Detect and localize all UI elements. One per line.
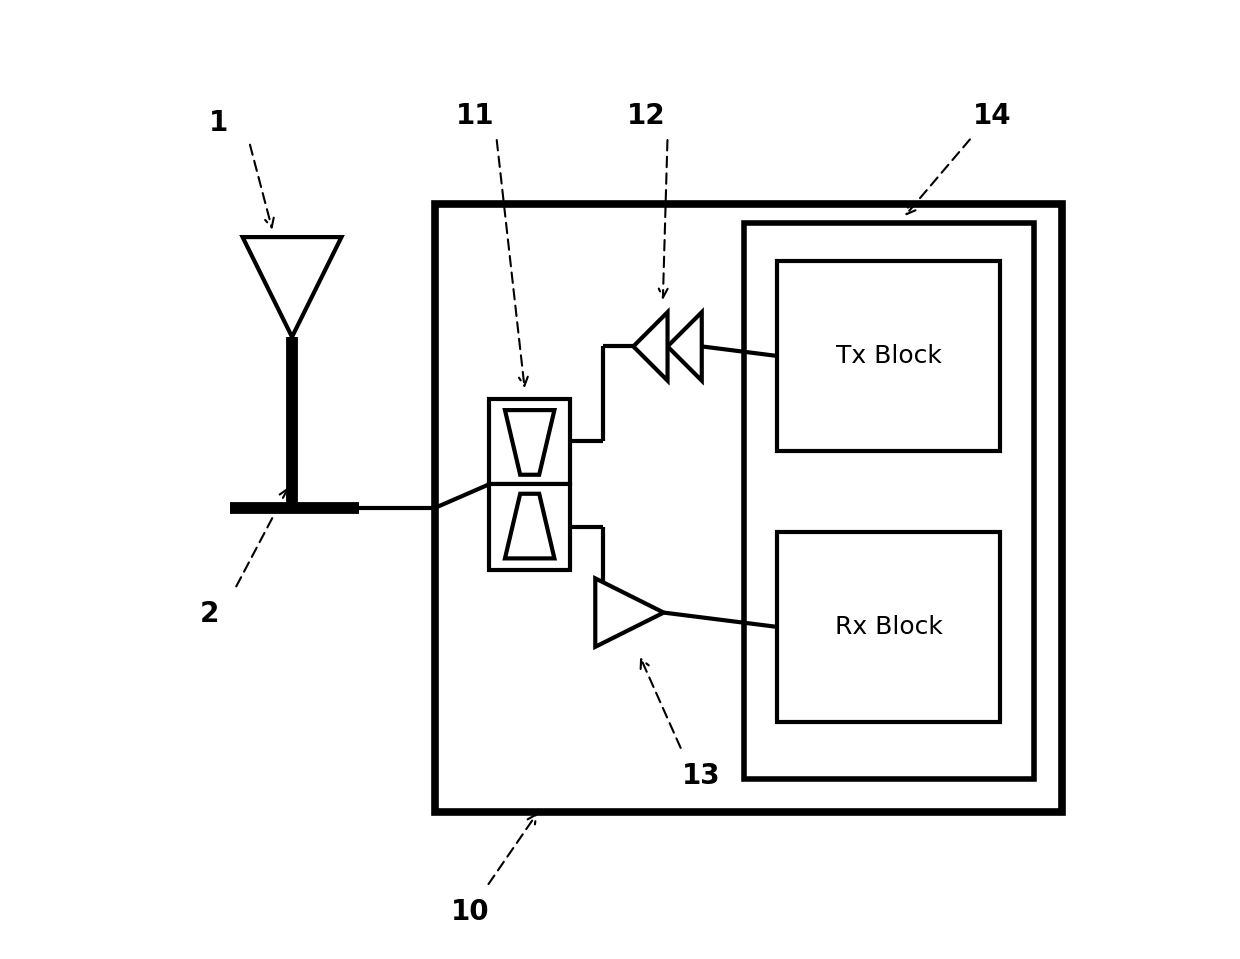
Text: 2: 2 xyxy=(200,600,219,628)
Text: 1: 1 xyxy=(210,109,228,137)
Bar xyxy=(776,532,1001,722)
Polygon shape xyxy=(667,313,702,381)
Text: Rx Block: Rx Block xyxy=(835,615,942,639)
Bar xyxy=(776,261,1001,451)
Polygon shape xyxy=(634,313,667,381)
Bar xyxy=(434,204,1061,812)
Bar xyxy=(490,399,570,484)
Polygon shape xyxy=(595,578,663,646)
Text: 14: 14 xyxy=(973,103,1012,130)
Text: 13: 13 xyxy=(682,762,720,790)
Text: Tx Block: Tx Block xyxy=(836,344,941,368)
Text: 11: 11 xyxy=(456,103,495,130)
Text: 10: 10 xyxy=(450,898,489,926)
Bar xyxy=(490,484,570,570)
Bar xyxy=(744,222,1034,779)
Text: 12: 12 xyxy=(627,103,666,130)
